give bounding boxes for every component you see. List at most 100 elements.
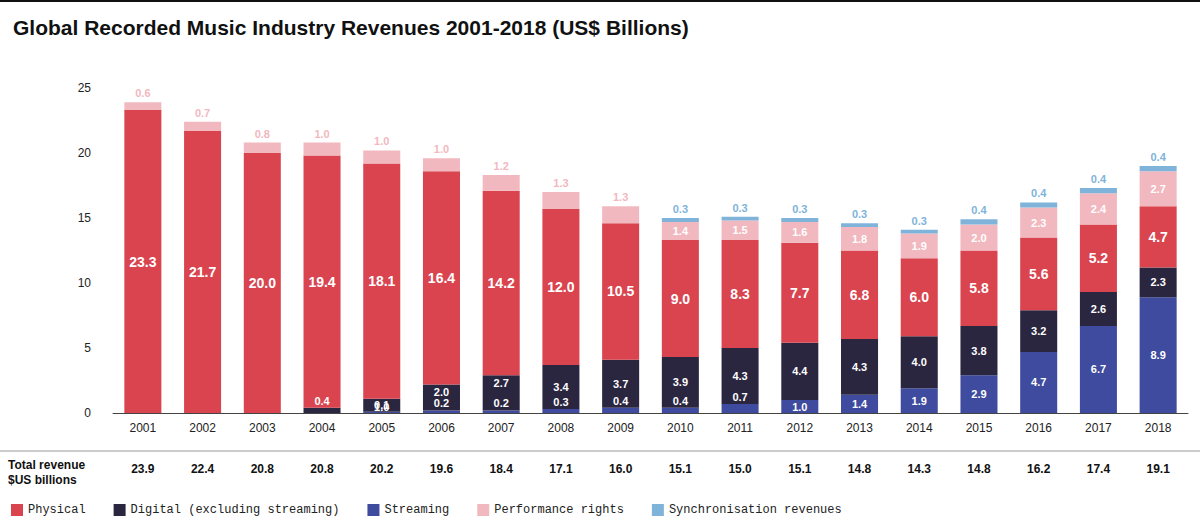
svg-text:2.7: 2.7 (1150, 183, 1165, 195)
svg-text:2004: 2004 (309, 421, 336, 435)
svg-text:0.2: 0.2 (434, 397, 449, 409)
svg-text:2014: 2014 (906, 421, 933, 435)
svg-text:4.4: 4.4 (792, 365, 808, 377)
svg-text:0.7: 0.7 (732, 391, 747, 403)
svg-text:10: 10 (78, 276, 92, 290)
svg-text:2010: 2010 (667, 421, 694, 435)
svg-text:Performance rights: Performance rights (494, 503, 624, 517)
svg-text:2018: 2018 (1145, 421, 1172, 435)
svg-text:1.9: 1.9 (912, 395, 927, 407)
svg-text:3.8: 3.8 (971, 345, 986, 357)
svg-text:14.8: 14.8 (848, 462, 872, 476)
svg-text:2.0: 2.0 (971, 232, 986, 244)
svg-text:14.3: 14.3 (908, 462, 932, 476)
svg-text:2017: 2017 (1085, 421, 1112, 435)
svg-text:16.2: 16.2 (1027, 462, 1051, 476)
svg-text:1.0: 1.0 (434, 143, 449, 155)
svg-text:5.6: 5.6 (1029, 266, 1049, 282)
svg-text:0.4: 0.4 (314, 395, 330, 407)
svg-text:7.7: 7.7 (790, 285, 810, 301)
svg-text:Global Recorded Music Industry: Global Recorded Music Industry Revenues … (13, 16, 689, 39)
svg-text:2006: 2006 (428, 421, 455, 435)
svg-text:2009: 2009 (607, 421, 634, 435)
svg-text:17.1: 17.1 (549, 462, 573, 476)
svg-text:$US billions: $US billions (8, 473, 77, 487)
svg-text:1.5: 1.5 (732, 224, 747, 236)
svg-text:2008: 2008 (548, 421, 575, 435)
svg-text:5: 5 (84, 341, 91, 355)
svg-text:0.3: 0.3 (792, 203, 807, 215)
svg-text:1.0: 1.0 (374, 135, 389, 147)
svg-text:3.2: 3.2 (1031, 325, 1046, 337)
svg-text:0.4: 0.4 (673, 395, 689, 407)
svg-text:18.4: 18.4 (490, 462, 514, 476)
svg-text:0.2: 0.2 (494, 397, 509, 409)
svg-text:0.3: 0.3 (852, 208, 867, 220)
svg-text:Streaming: Streaming (384, 503, 449, 517)
svg-text:2001: 2001 (130, 421, 157, 435)
svg-text:2012: 2012 (786, 421, 813, 435)
svg-text:1.4: 1.4 (852, 398, 868, 410)
svg-text:3.9: 3.9 (673, 376, 688, 388)
svg-text:4.3: 4.3 (852, 361, 867, 373)
svg-text:16.4: 16.4 (428, 270, 455, 286)
svg-text:8.9: 8.9 (1150, 349, 1165, 361)
svg-text:15: 15 (78, 211, 92, 225)
svg-text:20.2: 20.2 (370, 462, 394, 476)
svg-text:Synchronisation revenues: Synchronisation revenues (669, 503, 842, 517)
svg-text:0.3: 0.3 (553, 396, 568, 408)
svg-text:16.0: 16.0 (609, 462, 633, 476)
svg-text:0.4: 0.4 (613, 395, 629, 407)
svg-text:0.6: 0.6 (135, 87, 150, 99)
svg-text:2016: 2016 (1025, 421, 1052, 435)
svg-text:5.8: 5.8 (969, 280, 989, 296)
svg-text:1.3: 1.3 (613, 191, 628, 203)
svg-text:15.0: 15.0 (728, 462, 752, 476)
svg-text:0.3: 0.3 (912, 215, 927, 227)
svg-text:15.1: 15.1 (669, 462, 693, 476)
svg-text:4.7: 4.7 (1148, 229, 1168, 245)
svg-text:25: 25 (78, 81, 92, 95)
svg-text:19.4: 19.4 (308, 274, 335, 290)
svg-text:2015: 2015 (966, 421, 993, 435)
svg-text:1.6: 1.6 (792, 226, 807, 238)
svg-text:0.3: 0.3 (732, 202, 747, 214)
svg-text:4.7: 4.7 (1031, 376, 1046, 388)
svg-text:2.3: 2.3 (1150, 276, 1165, 288)
svg-text:1.4: 1.4 (673, 225, 689, 237)
svg-text:2002: 2002 (189, 421, 216, 435)
svg-text:6.0: 6.0 (910, 289, 930, 305)
svg-text:1.8: 1.8 (852, 233, 867, 245)
svg-text:20.0: 20.0 (249, 275, 276, 291)
svg-text:19.1: 19.1 (1146, 462, 1170, 476)
svg-text:0.4: 0.4 (971, 204, 987, 216)
svg-text:2003: 2003 (249, 421, 276, 435)
svg-text:6.8: 6.8 (850, 287, 870, 303)
svg-text:2.4: 2.4 (1091, 203, 1107, 215)
svg-text:0.4: 0.4 (1150, 151, 1166, 163)
svg-text:18.1: 18.1 (368, 273, 395, 289)
svg-text:2.0: 2.0 (434, 386, 449, 398)
svg-text:23.3: 23.3 (129, 254, 156, 270)
svg-text:14.8: 14.8 (967, 462, 991, 476)
svg-text:20.8: 20.8 (251, 462, 275, 476)
svg-text:17.4: 17.4 (1087, 462, 1111, 476)
svg-text:6.7: 6.7 (1091, 363, 1106, 375)
svg-text:2.7: 2.7 (494, 377, 509, 389)
svg-text:1.0: 1.0 (314, 128, 329, 140)
svg-text:0.3: 0.3 (673, 203, 688, 215)
svg-text:22.4: 22.4 (191, 462, 215, 476)
svg-text:2007: 2007 (488, 421, 515, 435)
svg-text:0.4: 0.4 (1091, 173, 1107, 185)
svg-text:1.0: 1.0 (374, 401, 389, 413)
svg-text:Total revenue: Total revenue (8, 458, 85, 472)
svg-text:1.3: 1.3 (553, 177, 568, 189)
svg-text:2.3: 2.3 (1031, 217, 1046, 229)
svg-text:0.4: 0.4 (1031, 187, 1047, 199)
svg-text:9.0: 9.0 (671, 291, 691, 307)
svg-text:1.9: 1.9 (912, 240, 927, 252)
svg-text:2011: 2011 (727, 421, 753, 435)
svg-text:8.3: 8.3 (730, 286, 750, 302)
svg-text:3.7: 3.7 (613, 378, 628, 390)
svg-text:2.9: 2.9 (971, 388, 986, 400)
